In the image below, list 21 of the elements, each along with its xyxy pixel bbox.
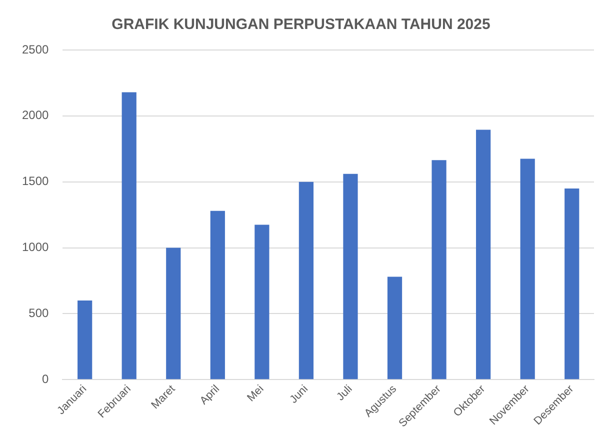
- y-tick-label: 500: [28, 306, 50, 320]
- y-tick-label: 0: [42, 372, 50, 386]
- bar: [476, 130, 491, 380]
- bar: [564, 188, 580, 380]
- bar: [298, 182, 314, 380]
- x-tick-label: Mei: [245, 383, 266, 404]
- bar: [254, 224, 270, 380]
- bar: [387, 276, 402, 380]
- bar: [122, 92, 136, 380]
- x-tick-label: Juli: [334, 383, 355, 404]
- y-tick-label: 1000: [22, 240, 50, 254]
- chart-title: GRAFIK KUNJUNGAN PERPUSTAKAAN TAHUN 2025: [112, 16, 490, 34]
- y-tick-label: 1500: [22, 174, 50, 188]
- y-tick-label: 2500: [22, 42, 50, 56]
- bar: [166, 248, 181, 380]
- bar: [520, 158, 535, 380]
- bar: [210, 210, 225, 380]
- bar: [432, 160, 446, 380]
- bar: [343, 174, 358, 380]
- y-tick-label: 2000: [22, 108, 50, 122]
- bar: [78, 300, 92, 380]
